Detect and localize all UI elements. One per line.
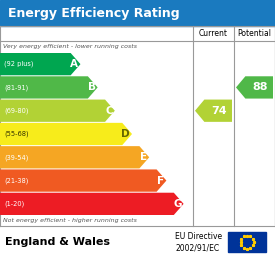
- Text: (21-38): (21-38): [4, 177, 28, 184]
- Bar: [228, 232, 266, 252]
- Text: Current: Current: [199, 29, 228, 38]
- Text: (39-54): (39-54): [4, 154, 28, 160]
- Text: Very energy efficient - lower running costs: Very energy efficient - lower running co…: [3, 44, 137, 49]
- Text: G: G: [173, 199, 182, 209]
- Text: England & Wales: England & Wales: [5, 237, 110, 247]
- Text: (92 plus): (92 plus): [4, 61, 34, 67]
- Polygon shape: [0, 146, 149, 168]
- Bar: [0, 0, 275, 26]
- Polygon shape: [0, 123, 132, 145]
- Text: F: F: [157, 176, 164, 186]
- Text: D: D: [121, 129, 130, 139]
- Text: (1-20): (1-20): [4, 201, 24, 207]
- Text: (81-91): (81-91): [4, 84, 28, 91]
- Polygon shape: [0, 53, 81, 75]
- Text: E: E: [140, 152, 147, 162]
- Polygon shape: [195, 100, 232, 122]
- Polygon shape: [0, 76, 98, 99]
- Polygon shape: [0, 170, 166, 192]
- Text: Energy Efficiency Rating: Energy Efficiency Rating: [8, 6, 180, 20]
- Text: A: A: [70, 59, 78, 69]
- Text: Not energy efficient - higher running costs: Not energy efficient - higher running co…: [3, 218, 137, 223]
- Text: 88: 88: [252, 82, 268, 92]
- Text: Potential: Potential: [238, 29, 271, 38]
- Text: (69-80): (69-80): [4, 108, 29, 114]
- Text: 74: 74: [211, 106, 227, 116]
- Text: (55-68): (55-68): [4, 131, 29, 137]
- Text: B: B: [88, 82, 96, 92]
- Polygon shape: [236, 76, 273, 99]
- Polygon shape: [0, 100, 115, 122]
- Polygon shape: [0, 193, 184, 215]
- Text: EU Directive
2002/91/EC: EU Directive 2002/91/EC: [175, 232, 222, 252]
- Text: C: C: [105, 106, 113, 116]
